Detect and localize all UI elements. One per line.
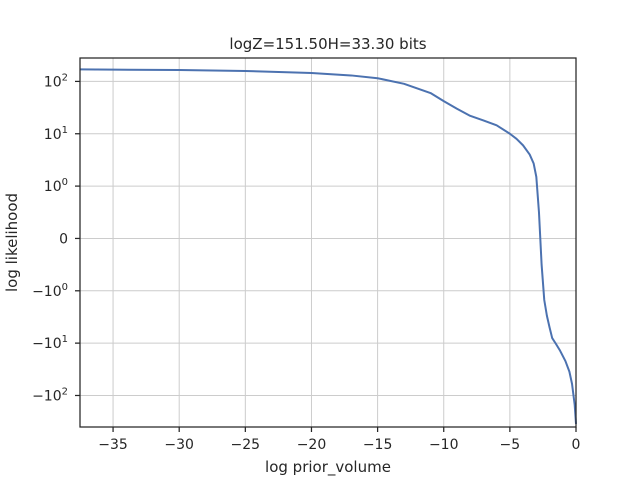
x-axis-label: log prior_volume <box>265 458 391 477</box>
y-tick-label: −101 <box>32 334 68 352</box>
x-tick-label: −15 <box>363 437 393 453</box>
x-tick-label: −20 <box>297 437 327 453</box>
x-tick-label: −5 <box>500 437 521 453</box>
x-tick-label: −35 <box>98 437 128 453</box>
series-line <box>79 68 577 425</box>
y-axis-label: log likelihood <box>3 193 21 292</box>
x-tick-label: −25 <box>231 437 261 453</box>
y-tick-label: 102 <box>44 72 68 90</box>
series-layer <box>79 68 577 425</box>
plot-frame <box>79 57 577 428</box>
y-tick-label: −102 <box>32 386 68 404</box>
chart-title: logZ=151.50H=33.30 bits <box>229 35 426 53</box>
y-tick-label: 0 <box>59 231 68 247</box>
y-tick-label: 100 <box>44 177 68 195</box>
x-tick-label: −30 <box>164 437 194 453</box>
grid <box>80 58 577 427</box>
x-tick-label: 0 <box>572 437 581 453</box>
y-tick-label: 101 <box>44 125 68 143</box>
x-tick-label: −10 <box>429 437 459 453</box>
ticks: −35 −30 −25 −20 −15 −10 −5 0 102 101 100 0 −100 −101 −… <box>32 72 580 453</box>
y-tick-label: −100 <box>32 282 68 300</box>
